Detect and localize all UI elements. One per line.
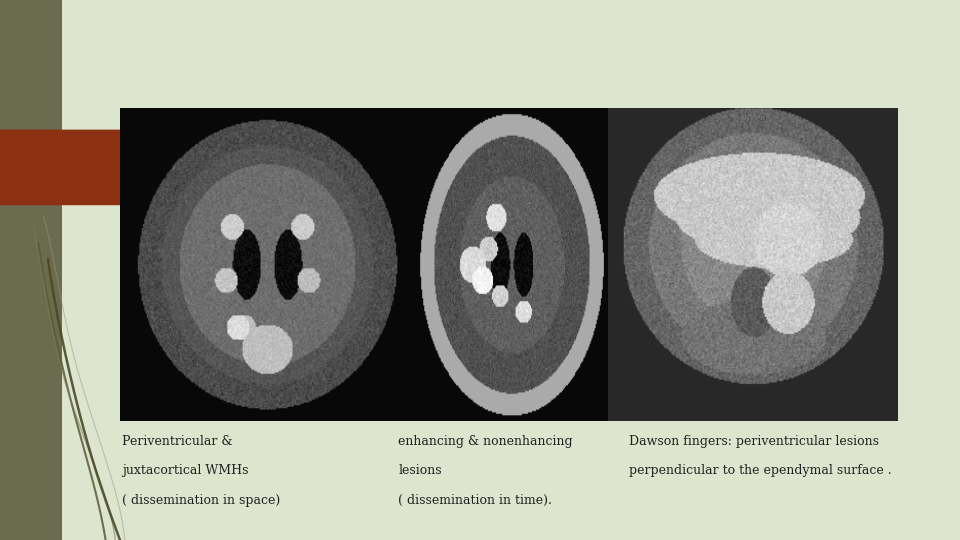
Polygon shape (0, 130, 254, 205)
Text: Dawson fingers: periventricular lesions: Dawson fingers: periventricular lesions (629, 435, 878, 448)
Bar (0, 0, 62, 540)
Text: enhancing & nonenhancing: enhancing & nonenhancing (398, 435, 573, 448)
Text: perpendicular to the ependymal surface .: perpendicular to the ependymal surface . (629, 464, 892, 477)
Text: Periventricular &: Periventricular & (122, 435, 232, 448)
Text: juxtacortical WMHs: juxtacortical WMHs (122, 464, 249, 477)
Text: lesions: lesions (398, 464, 442, 477)
Text: ( dissemination in space): ( dissemination in space) (122, 494, 280, 507)
Text: ( dissemination in time).: ( dissemination in time). (398, 494, 552, 507)
